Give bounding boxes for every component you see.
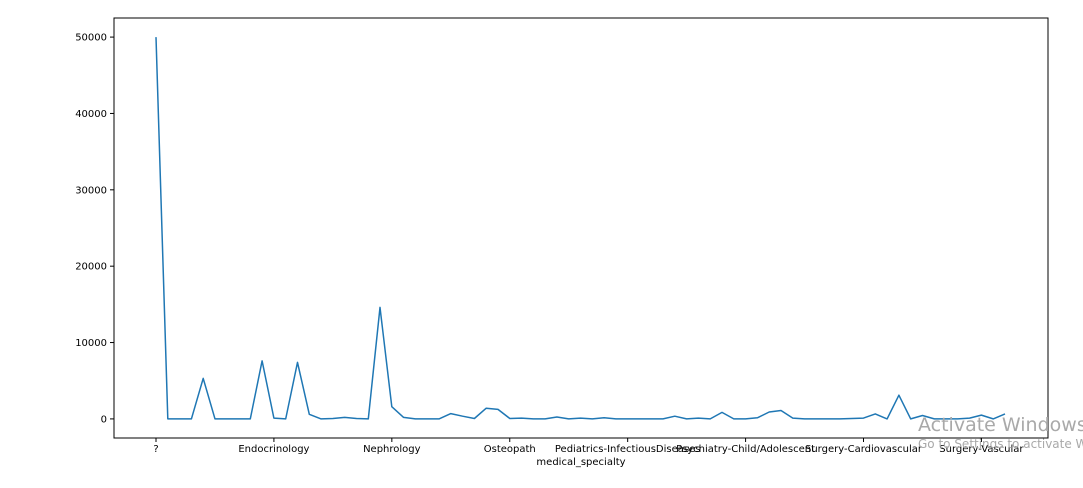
x-tick-label: Endocrinology <box>238 444 309 455</box>
series-group <box>155 37 1006 420</box>
y-tick-label: 0 <box>101 414 107 425</box>
watermark-subtitle: Go to Settings to activate Windows. <box>918 437 1083 451</box>
y-axis: 0 10000 20000 30000 40000 50000 <box>75 33 114 425</box>
activate-windows-watermark: Activate Windows Go to Settings to activ… <box>918 414 1083 451</box>
y-tick-label: 10000 <box>75 338 107 349</box>
x-tick-label: Pediatrics-InfectiousDiseases <box>555 444 701 455</box>
x-tick-label: Osteopath <box>484 444 536 455</box>
y-tick-label: 40000 <box>75 109 107 120</box>
x-tick-label: Surgery-Vascular <box>939 444 1024 455</box>
plot-area <box>114 18 1048 438</box>
watermark-title: Activate Windows <box>918 414 1083 436</box>
y-tick-label: 50000 <box>75 33 107 44</box>
y-tick-label: 30000 <box>75 185 107 196</box>
series-line <box>155 37 1006 420</box>
y-tick-label: 20000 <box>75 262 107 273</box>
x-tick-label: Surgery-Cardiovascular <box>805 444 923 455</box>
x-tick-label: Psychiatry-Child/Adolescent <box>676 444 815 455</box>
x-tick-label: ? <box>153 444 158 455</box>
x-axis-title: medical_specialty <box>536 457 625 468</box>
x-tick-label: Nephrology <box>363 444 421 455</box>
x-axis: ? Endocrinology Nephrology Osteopath Pediatr… <box>153 438 1024 455</box>
plot-frame <box>113 17 1049 439</box>
